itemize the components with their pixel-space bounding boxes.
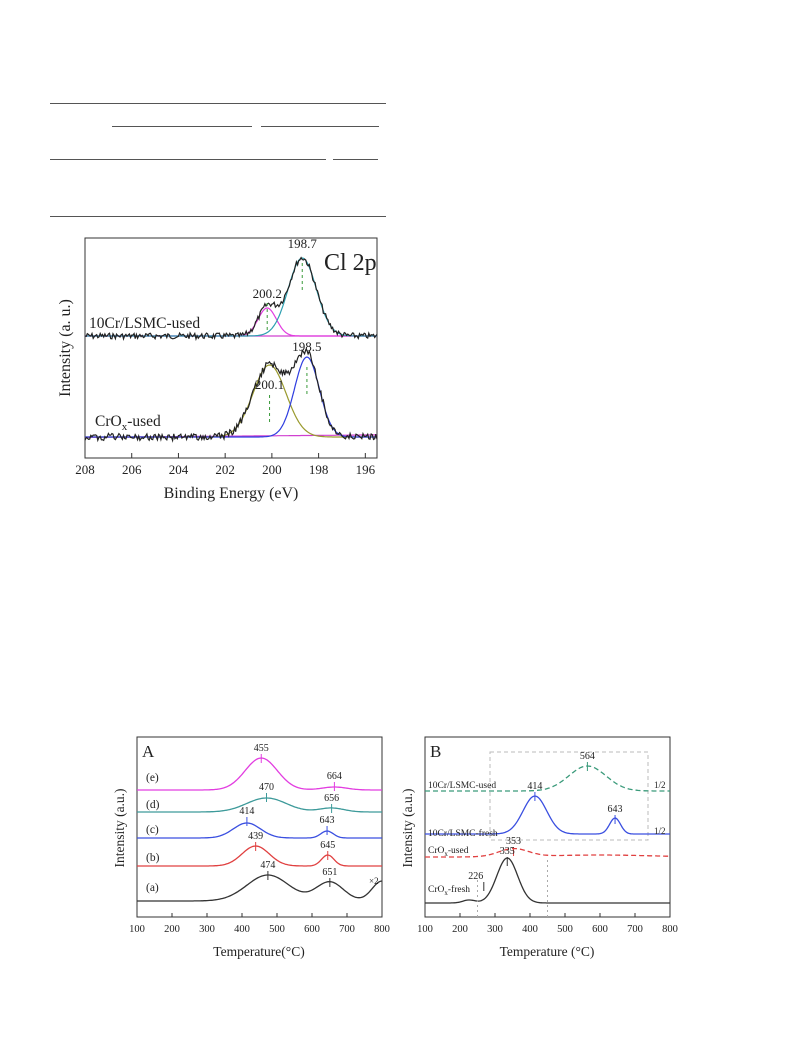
tpr-peak-label: 643 (320, 815, 335, 826)
table-rule-sub-left (112, 126, 252, 127)
panel-b-label-crox-fresh: CrOx-fresh (428, 884, 470, 897)
panel-a-title: A (142, 742, 155, 761)
panel-a-curve-a (137, 874, 383, 902)
xps-plot-frame (84, 237, 378, 459)
xps-x-tick-label: 198 (309, 462, 329, 477)
tpr-peak-label: 226 (468, 871, 483, 882)
tpr-x-tick-label: 700 (339, 924, 355, 935)
panel-b-scale-note: 1/2 (654, 780, 666, 790)
panel-a-y-axis-label: Intensity (a.u.) (112, 788, 127, 867)
panel-a-curve-c (137, 822, 382, 839)
panel-b-highlight-box (489, 751, 649, 841)
tpr-x-tick-label: 800 (374, 924, 390, 935)
tpr-x-tick-label: 100 (417, 924, 433, 935)
panel-a-curve-e (137, 757, 382, 791)
tpr-peak-label: 414 (239, 806, 254, 817)
xps-x-axis-label: Binding Energy (eV) (164, 485, 299, 502)
panel-b-y-axis-label: Intensity (a.u.) (400, 788, 415, 867)
tpr-peak-label: 643 (608, 804, 623, 815)
tpr-peak-label: 353 (506, 836, 521, 847)
panel-b-x-axis-label: Temperature (°C) (500, 944, 595, 959)
tpr-x-tick-label: 800 (662, 924, 678, 935)
panel-b-title: B (430, 742, 441, 761)
tpr-x-tick-label: 600 (592, 924, 608, 935)
panel-a-curve-b (137, 845, 382, 867)
tpr-x-tick-label: 400 (522, 924, 538, 935)
xps-x-tick-label: 204 (169, 462, 189, 477)
table-rule-mid-left (50, 159, 326, 160)
panel-b-label-crox-used: CrOx-used (428, 846, 469, 858)
xps-x-tick-label: 202 (215, 462, 235, 477)
table-rule-mid-right (333, 159, 378, 160)
tpr-peak-label: 470 (259, 782, 274, 793)
panel-a-series-label: (c) (146, 824, 159, 836)
panel-a-x-axis-label: Temperature(°C) (213, 944, 304, 959)
xps-sample-label-1: 10Cr/LSMC-used (89, 315, 200, 332)
panel-a-series-label: (b) (146, 852, 160, 864)
tpr-peak-label: 656 (324, 793, 339, 804)
tpr-x-tick-label: 500 (269, 924, 285, 935)
xps-peak-label-200-2: 200.2 (253, 286, 282, 301)
tpr-x-tick-label: 300 (487, 924, 503, 935)
xps-x-tick-label: 200 (262, 462, 282, 477)
panel-a-series-label: (e) (146, 772, 159, 784)
panel-a-series-label: (a) (146, 882, 159, 894)
xps-peak-label-198-5: 198.5 (292, 339, 321, 354)
xps-raw-spectrum-2 (84, 348, 378, 443)
xps-title: Cl 2p (324, 250, 377, 276)
tpr-peak-label: 651 (322, 867, 337, 878)
panel-b-curve-crox-fresh (425, 857, 670, 904)
tpr-x-tick-label: 200 (452, 924, 468, 935)
tpr-peak-label: 439 (248, 831, 263, 842)
xps-sample-label-2: CrOx-used (95, 413, 161, 433)
tpr-peak-label: 474 (260, 860, 275, 871)
tpr-peak-label: 335 (500, 846, 515, 857)
table-rule-top (50, 103, 386, 104)
xps-peak-label-200-1: 200.1 (255, 377, 284, 392)
tpr-peak-label: 564 (580, 751, 595, 762)
tpr-x-tick-label: 300 (199, 924, 215, 935)
panel-b-label-lsmc-used: 10Cr/LSMC-used (428, 781, 496, 791)
panel-b-curve-lsmc-used (425, 765, 670, 792)
tpr-x-tick-label: 400 (234, 924, 250, 935)
panel-b-curve-crox-used (425, 847, 671, 858)
tpr-x-tick-label: 500 (557, 924, 573, 935)
xps-peak-label-198-7: 198.7 (288, 236, 318, 251)
tpr-x-tick-label: 600 (304, 924, 320, 935)
tpr-peak-label: 414 (527, 781, 542, 792)
panel-b-curve-lsmc-fresh (425, 795, 670, 835)
tpr-x-tick-label: 700 (627, 924, 643, 935)
table-rule-sub-right (261, 126, 379, 127)
xps-raw-spectrum-1 (84, 256, 378, 342)
panel-a-scale-note: ×2 (369, 876, 379, 886)
panel-b-label-lsmc-fresh: 10Cr/LSMC-fresh (428, 828, 498, 839)
tpr-x-tick-label: 100 (129, 924, 145, 935)
tpr-peak-label: 455 (254, 743, 269, 754)
table-rule-bottom (50, 216, 386, 217)
panel-b-scale-note: 1/2 (654, 826, 666, 836)
tpr-peak-label: 645 (320, 840, 335, 851)
xps-x-tick-label: 196 (356, 462, 376, 477)
xps-y-axis-label: Intensity (a. u.) (57, 299, 74, 397)
panel-a-plot-frame (136, 736, 383, 918)
panel-a-curve-d (137, 797, 382, 813)
xps-x-tick-label: 206 (122, 462, 142, 477)
xps-x-tick-label: 208 (75, 462, 95, 477)
panel-a-series-label: (d) (146, 799, 160, 811)
tpr-x-tick-label: 200 (164, 924, 180, 935)
tpr-peak-label: 664 (327, 771, 342, 782)
